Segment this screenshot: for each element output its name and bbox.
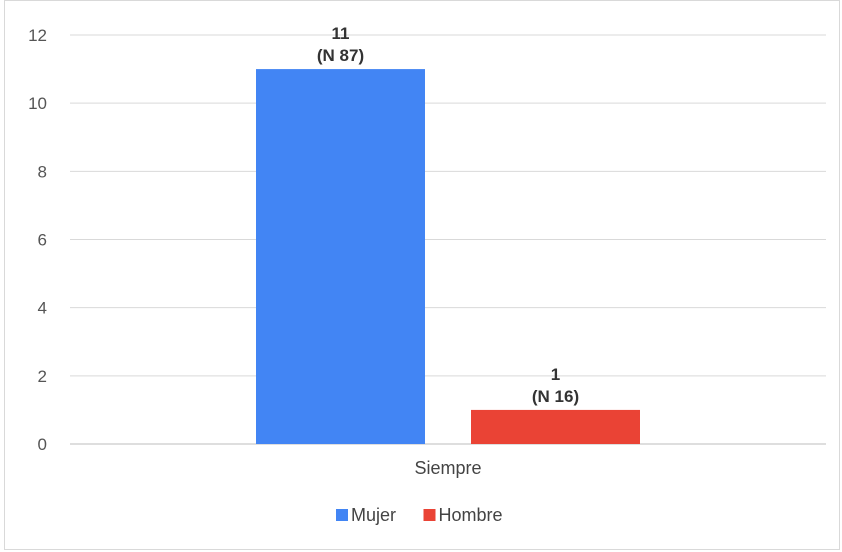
y-tick-label: 2 <box>38 367 47 386</box>
bar-mujer <box>256 69 425 444</box>
gridlines <box>70 34 826 445</box>
legend: Mujer Hombre <box>336 505 503 525</box>
y-tick-label: 4 <box>38 299 47 318</box>
y-tick-label: 12 <box>28 26 47 45</box>
data-labels: 11 (N 87) 1 (N 16) <box>317 24 579 406</box>
y-tick-label: 6 <box>38 231 47 250</box>
y-tick-label: 10 <box>28 94 47 113</box>
bar-hombre <box>471 409 640 444</box>
legend-label-hombre: Hombre <box>439 505 503 525</box>
x-category-label: Siempre <box>414 458 481 478</box>
legend-swatch-hombre <box>423 509 436 521</box>
data-label-mujer: 11 <box>332 24 350 43</box>
y-axis-ticks: 0 2 4 6 8 10 12 <box>28 26 47 454</box>
bars <box>256 69 640 444</box>
x-axis-categories: Siempre <box>414 458 481 478</box>
legend-swatch-mujer <box>336 509 348 521</box>
data-label-hombre: (N 16) <box>532 387 579 406</box>
y-tick-label: 8 <box>38 162 47 181</box>
y-tick-label: 0 <box>38 435 47 454</box>
data-label-hombre: 1 <box>551 365 560 384</box>
data-label-mujer: (N 87) <box>317 46 364 65</box>
legend-label-mujer: Mujer <box>351 505 396 525</box>
